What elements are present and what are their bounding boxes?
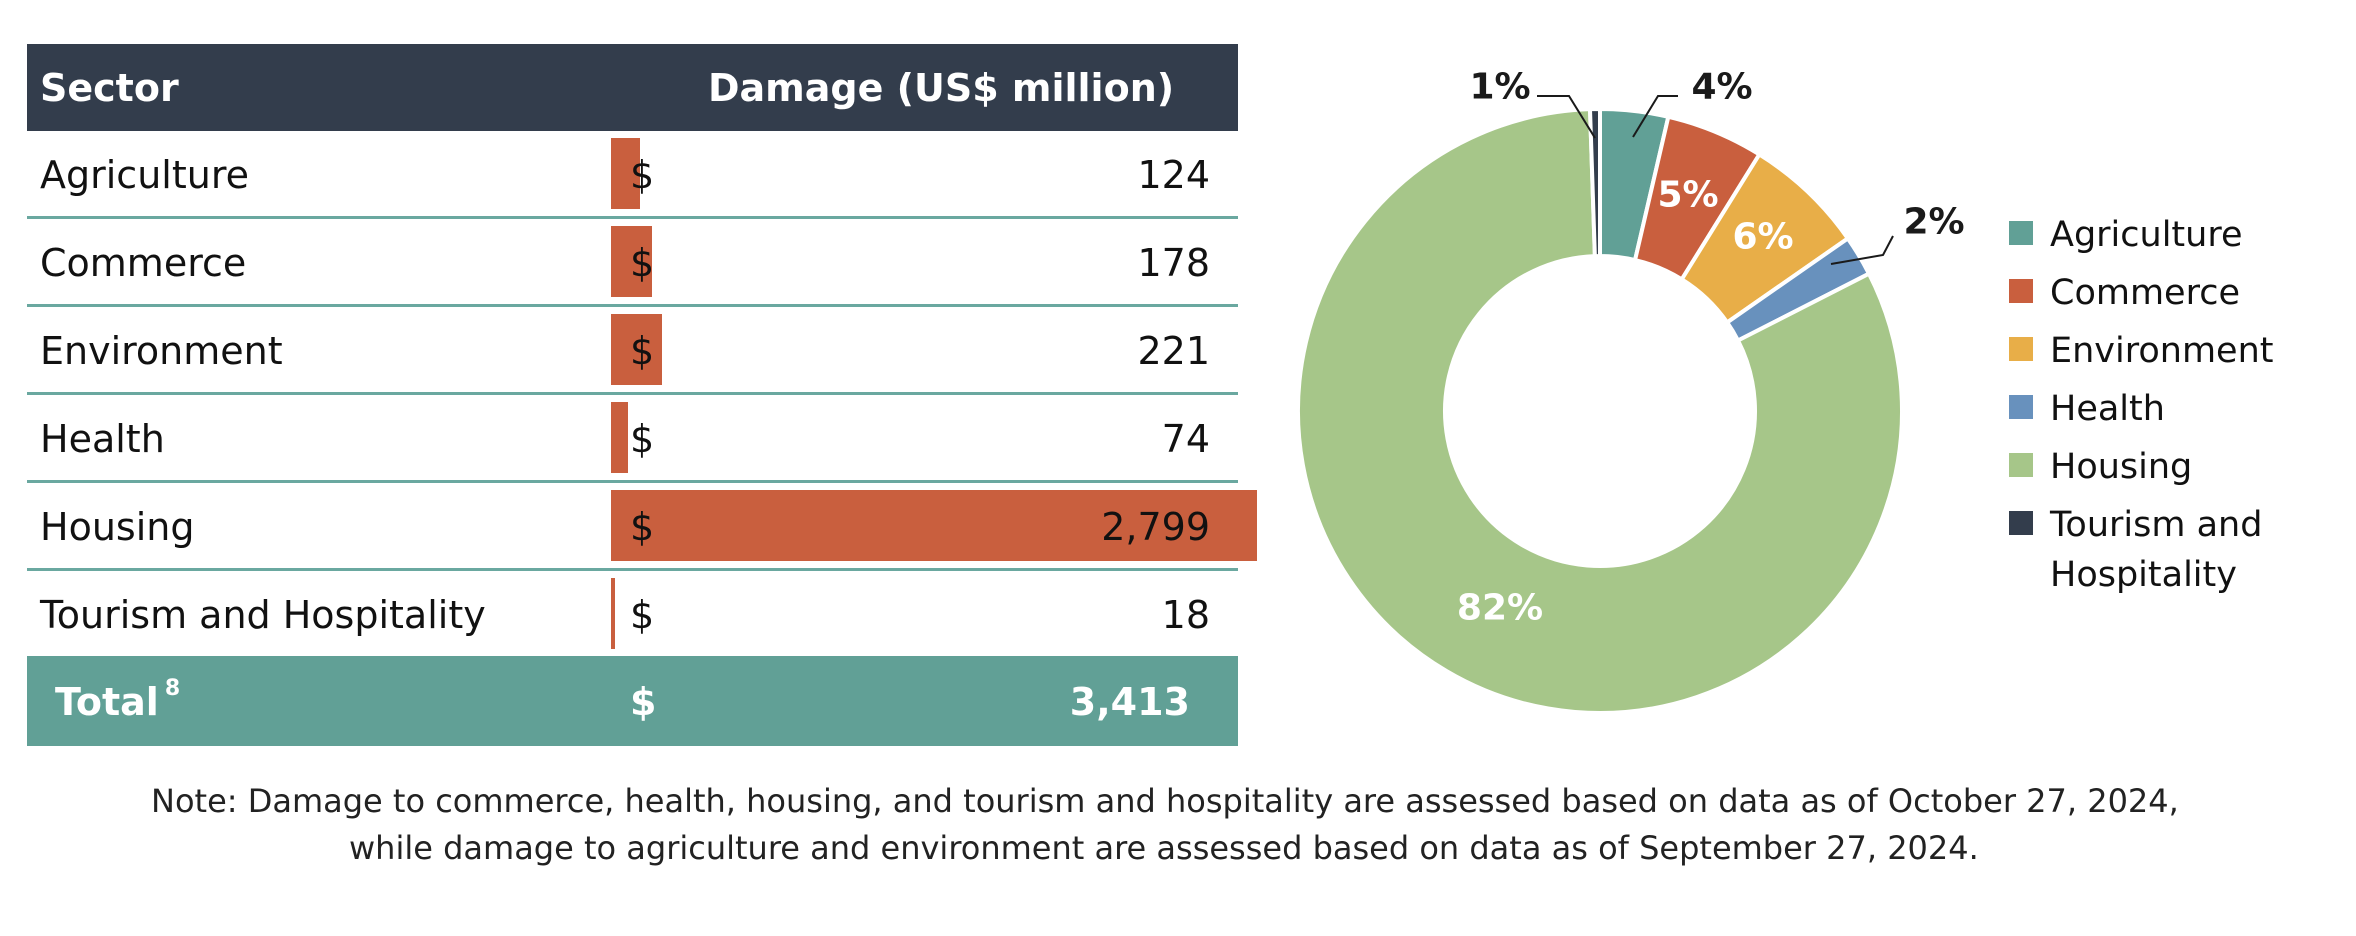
row-currency: $ xyxy=(630,593,655,637)
table-row: Environment $221 xyxy=(27,307,1238,395)
header-damage: Damage (US$ million) xyxy=(708,66,1175,110)
total-currency: $ xyxy=(630,680,657,724)
row-value: 124 xyxy=(1137,153,1210,197)
data-bar xyxy=(611,402,629,473)
data-bar xyxy=(611,138,640,209)
total-value: 3,413 xyxy=(1069,680,1190,724)
table-row: Health $74 xyxy=(27,395,1238,483)
data-bar xyxy=(611,314,662,385)
legend-label: Housing xyxy=(2050,447,2193,487)
legend-label: Health xyxy=(2050,389,2165,429)
row-sector: Environment xyxy=(40,329,283,373)
row-sector: Agriculture xyxy=(40,153,249,197)
footnote-ref: 8 xyxy=(164,676,181,701)
row-currency: $ xyxy=(630,241,655,285)
legend-label: Tourism and Hospitality xyxy=(2050,505,2263,595)
row-value: 221 xyxy=(1137,329,1210,373)
row-value: 18 xyxy=(1161,593,1210,637)
total-row: Total 8 $ 3,413 xyxy=(27,656,1238,746)
data-bar xyxy=(611,578,616,649)
slice-label: 1% xyxy=(1469,67,1530,108)
table-row: Commerce $178 xyxy=(27,219,1238,307)
legend-swatch xyxy=(2009,279,2033,303)
note-line-2: while damage to agriculture and environm… xyxy=(349,829,1979,867)
row-currency: $ xyxy=(630,329,655,373)
donut-slice-tourism-and-hospitality xyxy=(1587,106,1602,259)
row-sector: Health xyxy=(40,417,165,461)
row-sector: Housing xyxy=(40,505,195,549)
total-label-text: Total xyxy=(55,680,159,724)
legend-swatch xyxy=(2009,337,2033,361)
row-currency: $ xyxy=(630,153,655,197)
leader-line xyxy=(1830,235,1894,265)
legend-label: Commerce xyxy=(2050,273,2240,313)
legend-swatch xyxy=(2009,221,2033,245)
table-header: Sector Damage (US$ million) xyxy=(27,44,1238,131)
header-sector: Sector xyxy=(40,66,179,110)
legend-label: Environment xyxy=(2050,331,2274,371)
legend-swatch xyxy=(2009,395,2033,419)
row-value: 74 xyxy=(1161,417,1210,461)
row-currency: $ xyxy=(630,417,655,461)
slice-label: 5% xyxy=(1657,175,1718,216)
row-value: 2,799 xyxy=(1101,505,1210,549)
row-value: 178 xyxy=(1137,241,1210,285)
slice-label: 2% xyxy=(1903,202,1964,243)
row-sector: Commerce xyxy=(40,241,247,285)
row-sector: Tourism and Hospitality xyxy=(40,593,486,637)
table-row: Tourism and Hospitality $18 xyxy=(27,571,1238,656)
total-label: Total 8 xyxy=(55,676,180,724)
slice-label: 6% xyxy=(1732,217,1793,258)
data-bar xyxy=(611,226,653,297)
legend-swatch xyxy=(2009,453,2033,477)
slice-label: 4% xyxy=(1691,67,1752,108)
leader-line xyxy=(1537,95,1596,139)
legend-label: Agriculture xyxy=(2050,215,2243,255)
table-row: Housing $2,799 xyxy=(27,483,1257,571)
note-line-1: Note: Damage to commerce, health, housin… xyxy=(151,782,2179,820)
row-currency: $ xyxy=(630,505,655,549)
leader-line xyxy=(1632,95,1678,138)
slice-label: 82% xyxy=(1457,588,1543,629)
table-row: Agriculture $124 xyxy=(27,131,1238,219)
donut-slice-housing xyxy=(1296,107,1904,715)
legend-swatch xyxy=(2009,511,2033,535)
data-bar xyxy=(611,490,1257,561)
damage-table: Sector Damage (US$ million) Agriculture $… xyxy=(27,44,1257,746)
